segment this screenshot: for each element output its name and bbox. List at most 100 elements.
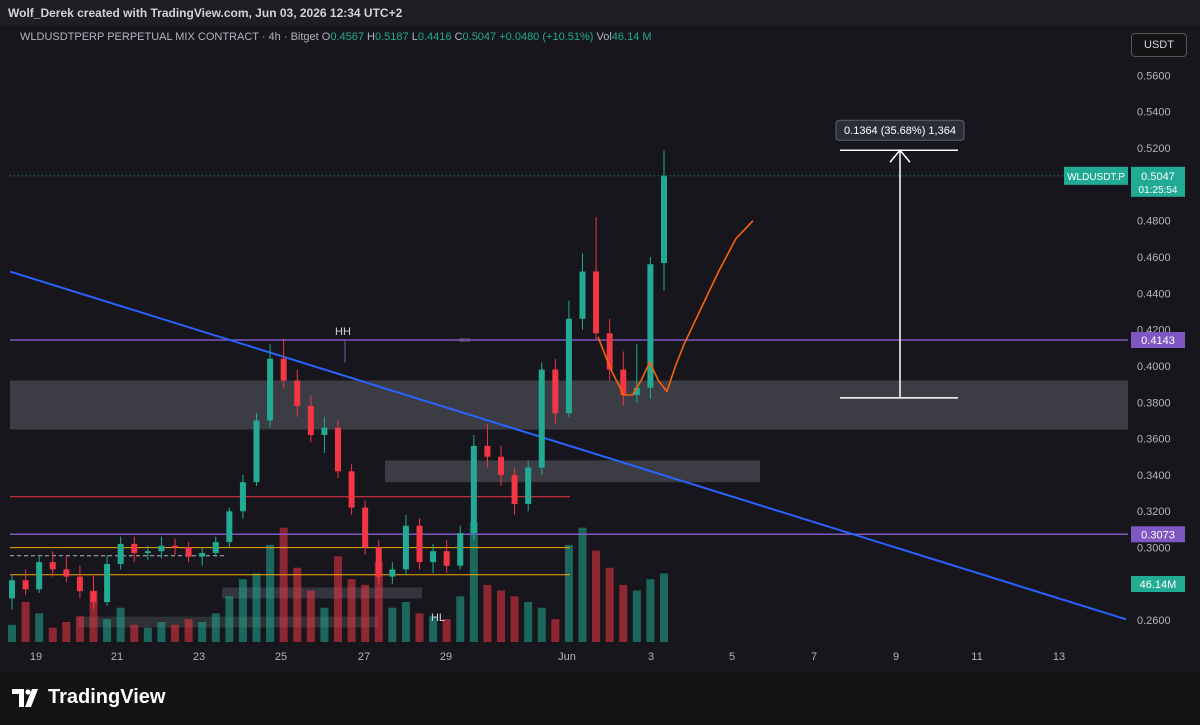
close-value: 0.5047 — [462, 31, 497, 43]
y-tick-label: 0.3400 — [1137, 470, 1171, 482]
low-value: 0.4416 — [417, 31, 452, 43]
volume-bar — [374, 562, 383, 642]
volume-bar — [592, 550, 601, 642]
volume-bar — [157, 622, 166, 642]
footer — [0, 671, 1200, 725]
candle-body — [565, 318, 572, 414]
volume-bar — [306, 590, 315, 642]
volume-bar — [75, 616, 84, 642]
hl-label: HL — [431, 612, 445, 624]
candle-body — [402, 525, 409, 570]
x-tick-label: 7 — [811, 651, 817, 663]
candle-body — [22, 580, 29, 590]
logo-text: TradingView — [48, 686, 166, 708]
attribution-text: Wolf_Derek created with TradingView.com,… — [8, 6, 403, 20]
candle-body — [443, 551, 450, 566]
volume-bar — [252, 573, 261, 642]
candle-body — [430, 551, 437, 563]
x-tick-label: 25 — [275, 651, 287, 663]
candle-body — [389, 569, 396, 577]
y-tick-label: 0.5200 — [1137, 143, 1171, 155]
volume-bar — [551, 619, 560, 642]
x-tick-label: 29 — [440, 651, 452, 663]
volume-bar — [632, 590, 641, 642]
candle-body — [579, 271, 586, 319]
volume-bar — [130, 624, 139, 642]
volume-bar — [619, 584, 628, 642]
candle-body — [375, 547, 382, 577]
y-tick-label: 0.5600 — [1137, 70, 1171, 82]
volume-bar — [388, 607, 397, 642]
candle-body — [104, 563, 111, 603]
x-tick-label: 23 — [193, 651, 205, 663]
candle-body — [606, 333, 613, 370]
y-tick-label: 0.4600 — [1137, 252, 1171, 264]
volume-bar — [578, 527, 587, 642]
candle-body — [63, 569, 70, 577]
x-tick-label: 9 — [893, 651, 899, 663]
volume-bar — [564, 544, 573, 642]
volume-bar — [238, 579, 247, 642]
x-tick-label: 13 — [1053, 651, 1065, 663]
open-value: 0.4567 — [330, 31, 364, 43]
volume-bar — [320, 607, 329, 642]
y-tick-label: 0.3000 — [1137, 543, 1171, 555]
volume-bar — [347, 579, 356, 642]
x-tick-label: 3 — [648, 651, 654, 663]
candle-body — [294, 380, 301, 406]
hh-label: HH — [335, 326, 351, 338]
candle-body — [185, 547, 192, 557]
volume-bar — [89, 590, 98, 642]
candle-body — [525, 467, 532, 504]
candle-body — [620, 369, 627, 396]
y-tick-label: 0.4000 — [1137, 361, 1171, 373]
volume-axis-label: 46.14M — [1140, 579, 1177, 591]
candle-body — [362, 507, 369, 548]
volume-bar — [116, 607, 125, 642]
trendline — [9, 270, 1127, 621]
volume-price-box — [1131, 576, 1185, 592]
candle-body — [131, 543, 138, 554]
tradingview-logo[interactable]: TradingView — [12, 686, 165, 709]
last-price-symbol-box — [1064, 166, 1128, 185]
volume-bar — [8, 624, 16, 642]
symbol-legend: WLDUSDTPERP PERPETUAL MIX CONTRACT · 4h … — [20, 31, 652, 43]
candle-body — [212, 542, 219, 554]
candle-body — [484, 445, 491, 457]
volume-bar — [510, 596, 519, 642]
volume-bar — [415, 613, 424, 642]
x-tick-label: 19 — [30, 651, 42, 663]
candle-body — [647, 264, 654, 388]
candle-body — [307, 405, 314, 435]
volume-bar — [293, 567, 302, 642]
volume-bar — [103, 619, 112, 642]
candle-body — [498, 456, 504, 475]
candle-body — [199, 553, 206, 557]
symbol-name: WLDUSDTPERP PERPETUAL MIX CONTRACT · 4h … — [20, 31, 319, 43]
measure-arrow-head — [889, 149, 911, 163]
volume-bar — [35, 613, 44, 642]
volume-bar — [497, 590, 505, 642]
support-zone — [385, 460, 760, 483]
attribution-bar: Wolf_Derek created with TradingView.com,… — [0, 0, 1200, 26]
currency-button[interactable]: USDT — [1131, 33, 1187, 57]
projection-path — [597, 220, 754, 396]
candle-body — [172, 545, 178, 548]
tradingview-logo-icon — [12, 688, 38, 707]
volume-value: 46.14 M — [611, 31, 652, 43]
candle-body — [267, 358, 274, 421]
volume-label: Vol — [596, 31, 612, 43]
volume-bar — [646, 579, 655, 642]
candle-body — [335, 427, 341, 472]
y-tick-label: 0.3800 — [1137, 397, 1171, 409]
y-tick-label: 0.5400 — [1137, 107, 1171, 119]
volume-bar — [429, 616, 438, 642]
price-chart[interactable]: 0.58000.56000.54000.52000.48000.46000.44… — [0, 26, 1200, 671]
bos-label: BOS — [460, 338, 471, 344]
volume-bar — [184, 619, 193, 642]
candle-body — [253, 420, 260, 483]
candle-body — [117, 543, 124, 564]
lower-zone — [222, 587, 422, 599]
candle-body — [36, 562, 43, 590]
volume-bar — [537, 607, 546, 642]
